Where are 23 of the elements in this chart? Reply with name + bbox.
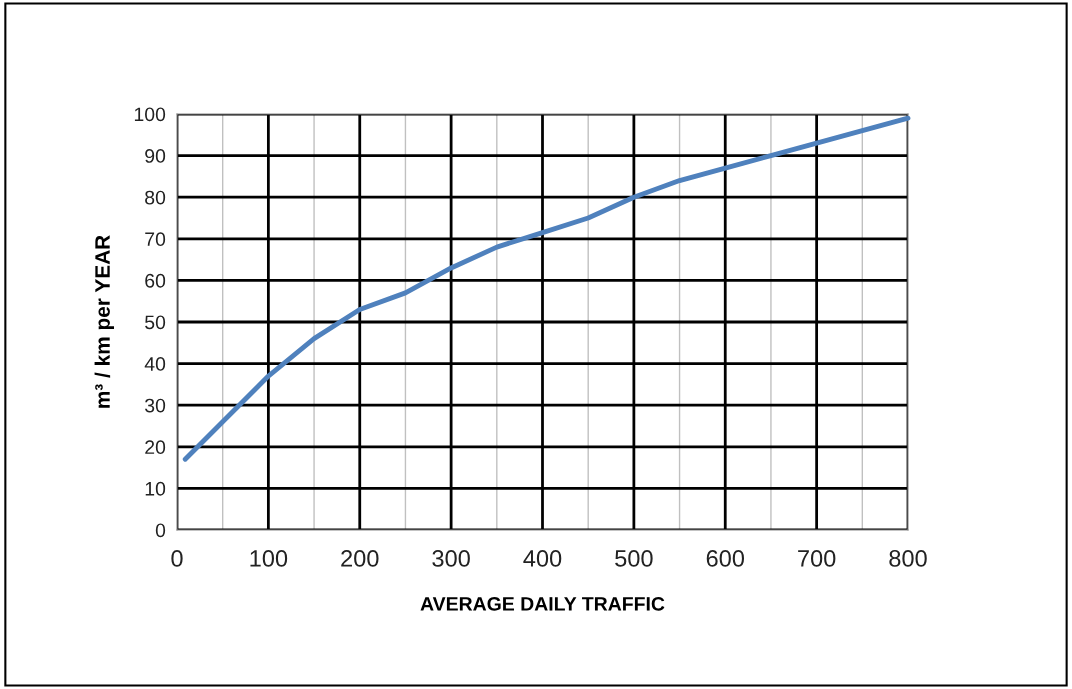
y-tick-label: 80 [145, 190, 166, 205]
y-tick-label: 40 [144, 357, 166, 371]
y-tick-label: 90 [145, 149, 166, 163]
x-tick-label: 500 [615, 550, 653, 567]
x-tick-label: 0 [171, 550, 183, 567]
y-tick-label: 50 [145, 315, 166, 330]
x-tick-label: 100 [250, 550, 288, 567]
line-series [182, 115, 911, 462]
y-axis-title: m³ / km per YEAR [94, 235, 115, 408]
y-tick-label: 10 [145, 481, 166, 496]
x-tick-label: 600 [706, 550, 745, 567]
y-tick-label: 60 [145, 273, 166, 288]
x-tick-label: 800 [889, 550, 927, 567]
x-tick-label: 300 [432, 550, 470, 567]
y-tick-label: 0 [155, 523, 166, 538]
y-tick-label: 100 [134, 107, 166, 122]
x-tick-label: 200 [341, 550, 379, 567]
x-tick-label: 400 [523, 550, 562, 567]
x-tick-label: 700 [798, 550, 836, 567]
y-tick-label: 70 [145, 232, 166, 247]
y-tick-label: 30 [145, 398, 166, 413]
y-tick-label: 20 [145, 440, 166, 455]
x-axis-title: AVERAGE DAILY TRAFFIC [420, 596, 665, 611]
